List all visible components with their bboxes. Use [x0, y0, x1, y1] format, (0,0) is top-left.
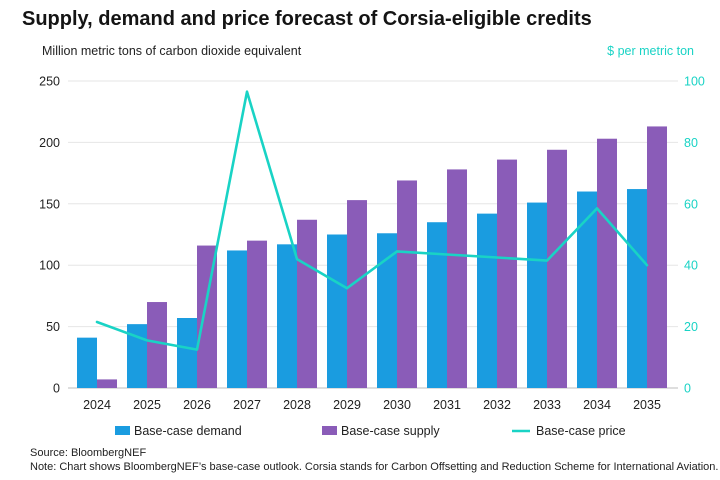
y-tick-left: 200	[39, 136, 60, 150]
bar-demand	[427, 222, 447, 388]
x-tick: 2031	[433, 398, 461, 412]
x-tick: 2026	[183, 398, 211, 412]
bar-demand	[177, 318, 197, 388]
bar-supply	[397, 180, 417, 388]
y-tick-left: 150	[39, 197, 60, 211]
x-tick: 2029	[333, 398, 361, 412]
y-tick-left: 0	[53, 382, 60, 396]
bar-supply	[647, 126, 667, 388]
bar-demand	[327, 234, 347, 388]
note-text: Note: Chart shows BloombergNEF’s base-ca…	[30, 461, 719, 473]
price-line	[95, 90, 649, 351]
x-tick: 2027	[233, 398, 261, 412]
y-tick-right: 80	[684, 136, 698, 150]
bar-demand	[377, 233, 397, 388]
bar-supply	[97, 379, 117, 388]
bar-supply	[597, 138, 617, 388]
x-tick: 2028	[283, 398, 311, 412]
bar-supply	[347, 200, 367, 388]
bar-supply	[147, 302, 167, 388]
bar-supply	[297, 219, 317, 388]
bar-demand	[477, 213, 497, 388]
x-tick: 2034	[583, 398, 611, 412]
grid-lines	[68, 80, 678, 389]
bars	[77, 126, 667, 388]
y-tick-right: 60	[684, 197, 698, 211]
bar-supply	[247, 240, 267, 388]
legend-label-demand: Base-case demand	[134, 424, 242, 438]
chart-title: Supply, demand and price forecast of Cor…	[22, 8, 592, 30]
y-tick-left: 250	[39, 75, 60, 89]
axis-ticks: 0 50 100 150 200 250 0 20 40 60 80 100 2024 2025 2026 2…	[39, 75, 705, 413]
y-tick-right: 0	[684, 382, 691, 396]
y-axis-label-left: Million metric tons of carbon dioxide eq…	[42, 44, 302, 58]
chart-canvas: 0 50 100 150 200 250 0 20 40 60 80 100 2024 2025 2026 2…	[39, 75, 705, 439]
bar-demand	[227, 250, 247, 388]
legend-label-price: Base-case price	[536, 424, 626, 438]
x-tick: 2025	[133, 398, 161, 412]
source-text: Source: BloombergNEF	[30, 447, 147, 459]
legend: Base-case demand Base-case supply Base-cas…	[115, 424, 626, 438]
legend-label-supply: Base-case supply	[341, 424, 440, 438]
y-tick-right: 40	[684, 259, 698, 273]
bar-demand	[77, 337, 97, 388]
x-tick: 2030	[383, 398, 411, 412]
bar-demand	[577, 191, 597, 388]
bar-supply	[547, 149, 567, 388]
bar-demand	[627, 189, 647, 388]
y-tick-right: 100	[684, 75, 705, 89]
y-tick-left: 100	[39, 259, 60, 273]
y-tick-left: 50	[46, 320, 60, 334]
legend-swatch-supply	[322, 426, 337, 435]
price-line-series	[95, 90, 649, 351]
legend-swatch-demand	[115, 426, 130, 435]
x-tick: 2035	[633, 398, 661, 412]
x-tick: 2024	[83, 398, 111, 412]
x-tick: 2033	[533, 398, 561, 412]
bar-demand	[277, 244, 297, 388]
bar-supply	[447, 169, 467, 388]
bar-demand	[127, 324, 147, 388]
bar-supply	[197, 245, 217, 388]
y-tick-right: 20	[684, 320, 698, 334]
x-tick: 2032	[483, 398, 511, 412]
bar-demand	[527, 202, 547, 388]
bar-supply	[497, 159, 517, 388]
y-axis-label-right: $ per metric ton	[607, 44, 694, 58]
